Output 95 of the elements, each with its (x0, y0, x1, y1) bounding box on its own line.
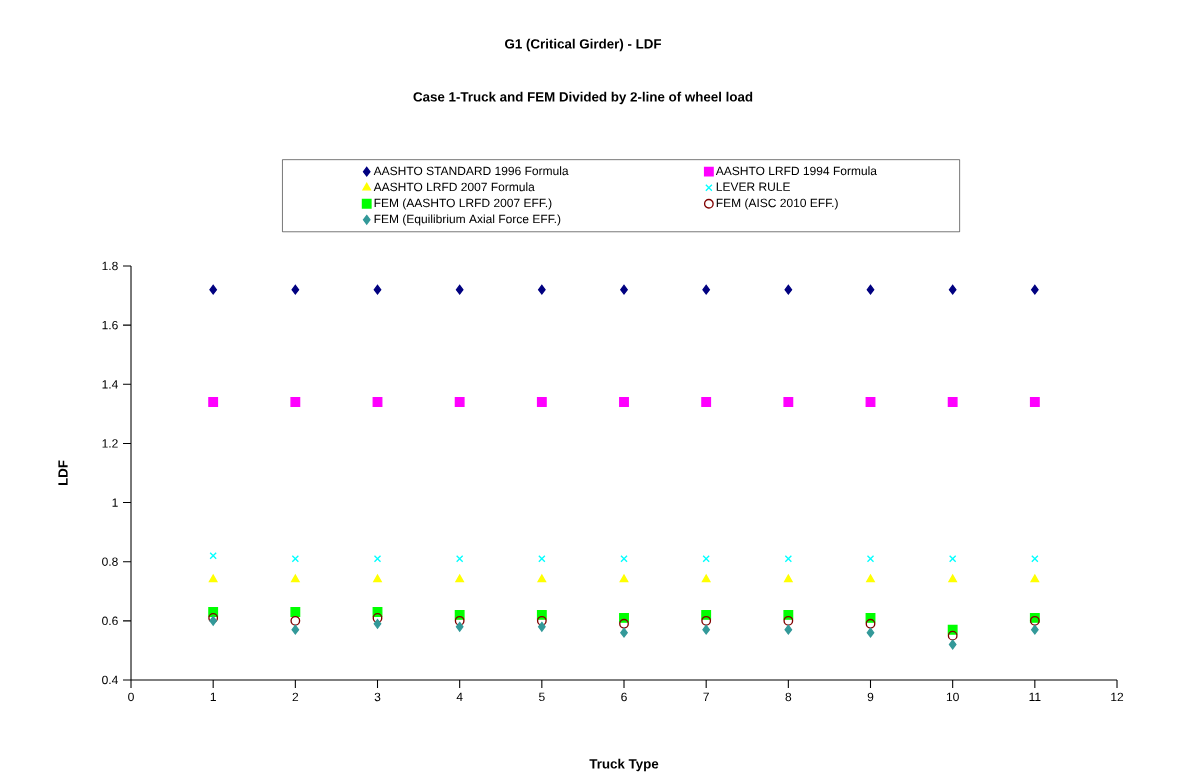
point (291, 624, 300, 635)
point (783, 397, 794, 407)
point (372, 612, 383, 623)
point (620, 284, 628, 295)
point (701, 615, 712, 626)
legend-label: FEM (Equilibrium Axial Force EFF.) (374, 214, 561, 226)
point (866, 284, 875, 295)
point (1031, 555, 1039, 563)
point (947, 397, 958, 407)
legend-label: LEVER RULE (716, 182, 790, 191)
point (537, 621, 546, 632)
point (865, 618, 876, 629)
point (1030, 624, 1039, 635)
point (702, 555, 710, 563)
x-tick-label: 10 (946, 692, 959, 702)
point (373, 574, 382, 583)
x-tick-label: 0 (128, 692, 134, 702)
point (620, 627, 628, 638)
y-tick-label: 1.2 (102, 439, 118, 448)
point (620, 555, 628, 563)
chart-subtitle: Case 1-Truck and FEM Divided by 2-line of wheel load (413, 91, 753, 105)
legend-label: AASHTO STANDARD 1996 Formula (373, 166, 569, 176)
point (783, 615, 794, 626)
x-tick-label: 12 (1111, 692, 1124, 702)
y-tick-label: 1.6 (102, 320, 118, 330)
point (454, 397, 465, 407)
x-tick-label: 9 (867, 692, 874, 702)
y-axis-title: LDF (58, 460, 68, 486)
point (208, 574, 218, 583)
y-tick-label: 1.8 (102, 261, 118, 271)
point (783, 574, 793, 583)
point (619, 397, 629, 407)
point (291, 284, 300, 295)
point (948, 574, 958, 583)
x-tick-label: 3 (374, 692, 381, 702)
point (291, 555, 300, 563)
point (784, 624, 793, 635)
point (947, 630, 958, 641)
point (208, 397, 219, 407)
point (454, 615, 465, 626)
point (948, 555, 957, 563)
point (948, 639, 957, 650)
point (209, 284, 218, 295)
point (1030, 574, 1040, 583)
point (455, 574, 465, 583)
x-axis-title: Truck Type (589, 758, 659, 772)
point (538, 555, 546, 563)
point (784, 555, 793, 563)
y-tick-label: 0.4 (102, 675, 118, 685)
point (537, 574, 547, 583)
y-tick-label: 1 (112, 498, 118, 507)
point (373, 555, 382, 563)
point (866, 574, 875, 583)
y-tick-label: 0.6 (102, 616, 118, 626)
x-tick-label: 2 (292, 692, 299, 702)
x-tick-label: 7 (703, 692, 709, 701)
point (455, 284, 464, 295)
point (373, 284, 382, 295)
x-tick-label: 4 (456, 692, 463, 701)
point (290, 615, 301, 626)
point (290, 397, 301, 407)
point (455, 555, 464, 563)
point (536, 397, 547, 407)
point (1029, 397, 1040, 407)
point (373, 618, 382, 629)
point (619, 574, 629, 583)
point (866, 627, 875, 638)
point (702, 624, 711, 635)
legend-label: FEM (AASHTO LRFD 2007 EFF.) (374, 198, 552, 210)
point (290, 574, 300, 583)
point (865, 397, 876, 407)
legend-label: AASHTO LRFD 2007 Formula (373, 182, 535, 192)
legend-label: FEM (AISC 2010 EFF.) (716, 198, 838, 210)
x-tick-label: 11 (1029, 692, 1041, 701)
x-tick-label: 5 (538, 692, 545, 702)
point (455, 621, 464, 632)
point (701, 574, 711, 583)
point (290, 607, 301, 617)
chart-title: G1 (Critical Girder) - LDF (505, 38, 662, 52)
point (784, 284, 793, 295)
point (1030, 284, 1039, 295)
x-tick-label: 8 (785, 692, 792, 702)
point (701, 397, 712, 407)
point (537, 284, 546, 295)
point (619, 618, 629, 629)
point (372, 397, 383, 407)
y-tick-label: 0.8 (102, 557, 118, 566)
point (702, 284, 711, 295)
x-tick-label: 6 (621, 692, 627, 702)
y-tick-label: 1.4 (102, 380, 118, 389)
point (866, 555, 875, 563)
point (948, 284, 957, 295)
x-tick-label: 1 (210, 692, 216, 701)
point (536, 615, 547, 626)
legend-label: AASHTO LRFD 1994 Formula (715, 166, 877, 176)
